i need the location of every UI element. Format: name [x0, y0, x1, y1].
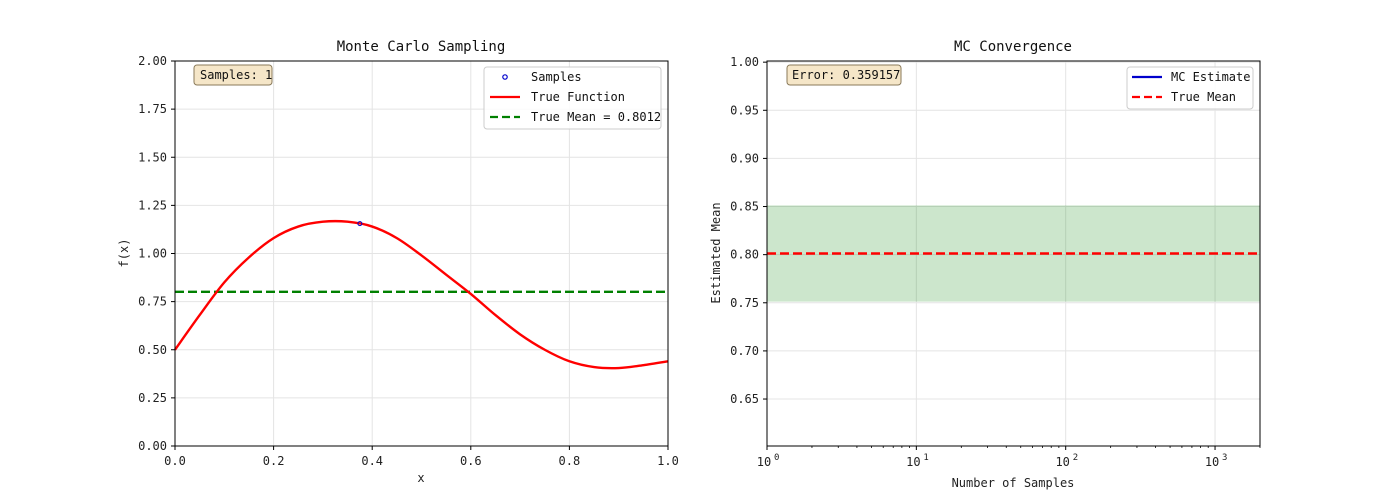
- right-x-tick-exponent: 0: [774, 453, 779, 463]
- true-function-line: [174, 219, 669, 370]
- right-x-tick-exponent: 3: [1222, 453, 1227, 463]
- right-x-ticks: 10 0 10 1 10 2 10 3: [757, 446, 1261, 469]
- left-y-tick-label: 1.75: [138, 102, 167, 116]
- right-x-tick-label: 10: [757, 455, 771, 469]
- right-x-tick-label: 10: [1055, 455, 1069, 469]
- legend-true-mean-right-label: True Mean: [1171, 90, 1236, 104]
- right-axes-frame: [766, 60, 1261, 447]
- left-x-ticks: 0.0 0.2 0.4 0.6 0.8 1.0: [164, 446, 679, 468]
- legend-mc-estimate-label: MC Estimate: [1171, 70, 1250, 84]
- right-plot-area: [767, 205, 1260, 302]
- legend-true-function-label: True Function: [531, 90, 625, 104]
- right-y-ticks: 0.65 0.70 0.75 0.80 0.85 0.90 0.95 1.00: [730, 55, 767, 406]
- left-x-tick-label: 0.4: [361, 454, 383, 468]
- left-x-tick-label: 0.6: [460, 454, 482, 468]
- right-y-tick-label: 0.65: [730, 392, 759, 406]
- left-y-tick-label: 1.00: [138, 247, 167, 261]
- left-x-tick-label: 0.8: [559, 454, 581, 468]
- legend-samples-label: Samples: [531, 70, 582, 84]
- right-y-tick-label: 0.90: [730, 151, 759, 165]
- right-chart: MC Convergence 10 0 10 1 10 2 10 3 0.650.700.75…: [709, 39, 1261, 490]
- right-y-tick-label: 0.85: [730, 200, 759, 214]
- right-y-tick-label: 1.00: [730, 55, 759, 69]
- left-x-tick-label: 1.0: [657, 454, 679, 468]
- right-annotation-box: [786, 64, 902, 86]
- left-legend-box: [483, 66, 662, 130]
- left-y-axis-label: f(x): [117, 239, 131, 268]
- right-x-axis-label: Number of Samples: [952, 476, 1075, 490]
- left-x-tick-label: 0.2: [263, 454, 285, 468]
- left-annotation-box: [193, 64, 273, 86]
- sample-point: [357, 221, 363, 227]
- right-annotation-badge: Error: 0.359157: [786, 64, 902, 86]
- right-y-tick-label: 0.70: [730, 344, 759, 358]
- legend-true-mean-label: True Mean = 0.8012: [531, 110, 661, 124]
- left-plot-area: [174, 219, 669, 370]
- left-y-tick-label: 0.50: [138, 343, 167, 357]
- left-annotation-text: Samples: 1: [200, 68, 272, 82]
- right-x-tick-label: 10: [906, 455, 920, 469]
- right-x-tick-exponent: 1: [923, 453, 928, 463]
- right-chart-title: MC Convergence: [954, 39, 1072, 55]
- right-legend: MC Estimate True Mean: [1126, 66, 1254, 110]
- right-y-tick-label: 0.95: [730, 103, 759, 117]
- left-legend: Samples True Function True Mean = 0.8012: [483, 66, 662, 130]
- legend-samples-marker: [502, 74, 508, 80]
- right-y-axis-label: Estimated Mean: [709, 202, 723, 303]
- left-y-ticks: 0.00 0.25 0.50 0.75 1.00 1.25 1.50 1.75 2.00: [138, 54, 175, 453]
- left-y-tick-label: 1.25: [138, 198, 167, 212]
- right-x-tick-label: 10: [1205, 455, 1219, 469]
- left-chart: Monte Carlo Sampling 0.0 0.2 0.4 0.6 0.8 1.0 …: [117, 39, 679, 485]
- left-y-tick-label: 1.50: [138, 150, 167, 164]
- right-annotation-text: Error: 0.359157: [792, 68, 900, 82]
- left-y-tick-label: 0.25: [138, 391, 167, 405]
- right-x-tick-exponent: 2: [1073, 453, 1078, 463]
- left-y-tick-label: 2.00: [138, 54, 167, 68]
- left-y-tick-label: 0.00: [138, 439, 167, 453]
- left-x-axis-label: x: [417, 471, 424, 485]
- left-chart-title: Monte Carlo Sampling: [337, 39, 506, 55]
- left-annotation-badge: Samples: 1: [193, 64, 273, 86]
- left-y-tick-label: 0.75: [138, 295, 167, 309]
- right-y-tick-label: 0.75: [730, 296, 759, 310]
- right-y-tick-label: 0.80: [730, 248, 759, 262]
- left-x-tick-label: 0.0: [164, 454, 186, 468]
